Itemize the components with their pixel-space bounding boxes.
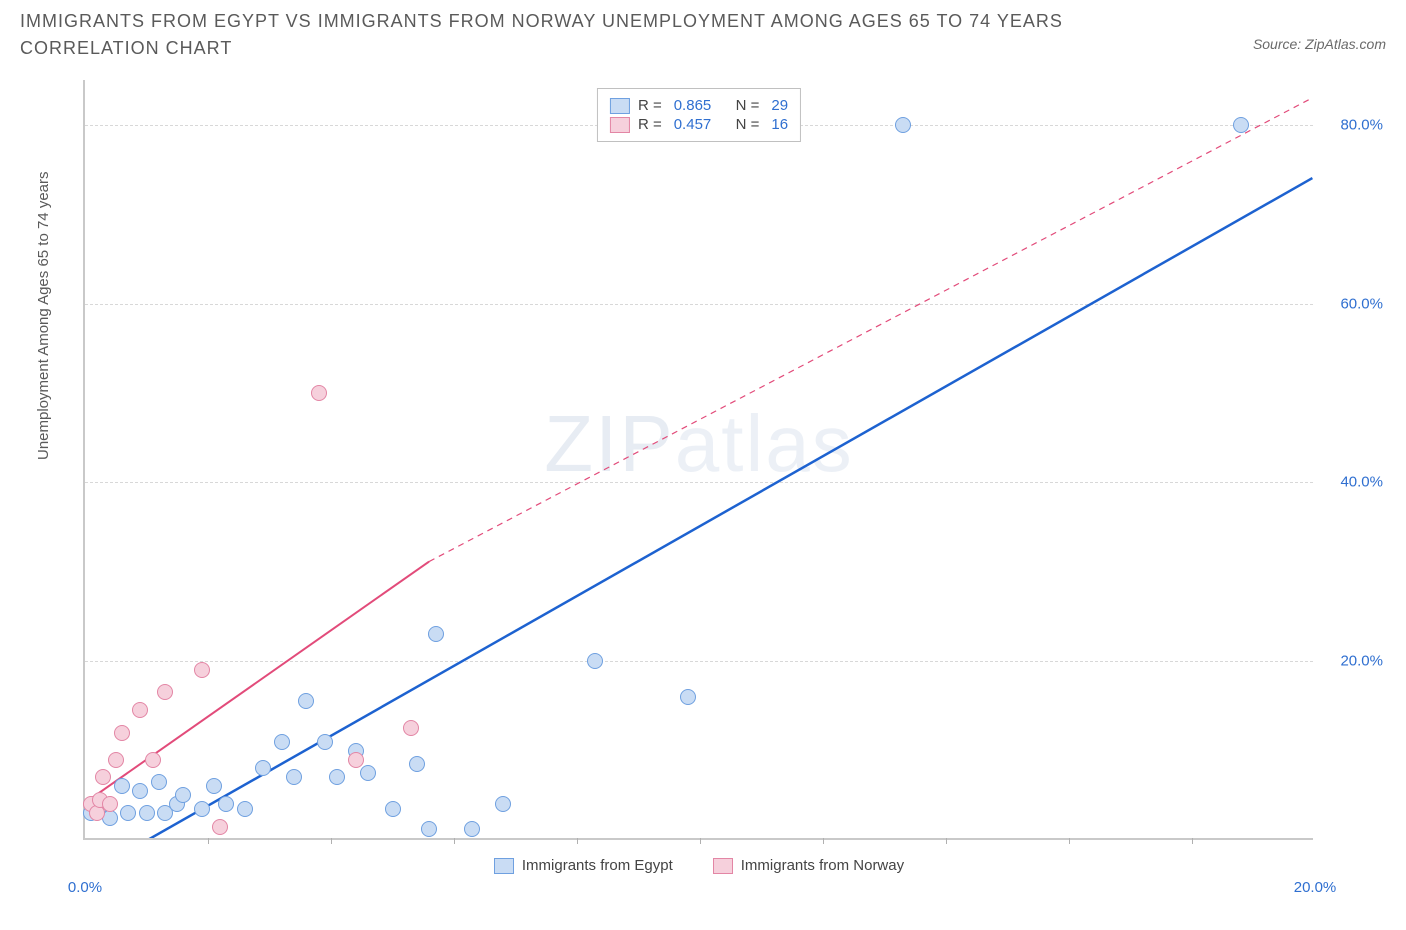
plot-container: Unemployment Among Ages 65 to 74 years Z… — [55, 80, 1385, 870]
xtick-minor — [823, 838, 824, 844]
swatch-egypt — [610, 98, 630, 114]
r-value-norway: 0.457 — [674, 116, 712, 133]
series-label-egypt: Immigrants from Egypt — [522, 857, 673, 874]
scatter-point — [157, 684, 173, 700]
scatter-point — [680, 689, 696, 705]
swatch-norway — [713, 858, 733, 874]
legend-item-egypt: Immigrants from Egypt — [494, 857, 673, 874]
r-value-egypt: 0.865 — [674, 97, 712, 114]
scatter-point — [895, 117, 911, 133]
y-axis-label: Unemployment Among Ages 65 to 74 years — [35, 171, 52, 460]
legend-series: Immigrants from Egypt Immigrants from No… — [85, 857, 1313, 874]
scatter-point — [95, 769, 111, 785]
n-value-norway: 16 — [771, 116, 788, 133]
xtick-minor — [1192, 838, 1193, 844]
scatter-point — [409, 756, 425, 772]
scatter-point — [102, 796, 118, 812]
legend-stats-row-egypt: R = 0.865 N = 29 — [610, 97, 788, 114]
xtick-minor — [1069, 838, 1070, 844]
xtick-label: 0.0% — [68, 879, 102, 896]
scatter-point — [145, 752, 161, 768]
scatter-point — [329, 769, 345, 785]
scatter-point — [114, 778, 130, 794]
r-label: R = — [638, 116, 662, 133]
legend-stats: R = 0.865 N = 29 R = 0.457 N = 16 — [597, 88, 801, 142]
scatter-point — [298, 693, 314, 709]
scatter-point — [421, 821, 437, 837]
scatter-point — [194, 801, 210, 817]
scatter-point — [120, 805, 136, 821]
scatter-point — [587, 653, 603, 669]
scatter-point — [1233, 117, 1249, 133]
scatter-point — [132, 702, 148, 718]
legend-stats-row-norway: R = 0.457 N = 16 — [610, 116, 788, 133]
scatter-point — [348, 752, 364, 768]
n-label: N = — [736, 116, 760, 133]
xtick-minor — [700, 838, 701, 844]
legend-item-norway: Immigrants from Norway — [713, 857, 904, 874]
ytick-label: 40.0% — [1340, 474, 1383, 491]
scatter-point — [317, 734, 333, 750]
plot-area: ZIPatlas R = 0.865 N = 29 R = 0.457 N = … — [83, 80, 1313, 840]
ytick-label: 60.0% — [1340, 295, 1383, 312]
n-label: N = — [736, 97, 760, 114]
scatter-point — [212, 819, 228, 835]
chart-title: IMMIGRANTS FROM EGYPT VS IMMIGRANTS FROM… — [20, 8, 1120, 62]
scatter-point — [403, 720, 419, 736]
scatter-point — [360, 765, 376, 781]
r-label: R = — [638, 97, 662, 114]
scatter-point — [385, 801, 401, 817]
xtick-minor — [331, 838, 332, 844]
xtick-label: 20.0% — [1294, 879, 1337, 896]
scatter-point — [274, 734, 290, 750]
scatter-point — [495, 796, 511, 812]
scatter-point — [286, 769, 302, 785]
n-value-egypt: 29 — [771, 97, 788, 114]
scatter-point — [311, 385, 327, 401]
scatter-point — [428, 626, 444, 642]
scatter-point — [139, 805, 155, 821]
swatch-egypt — [494, 858, 514, 874]
scatter-point — [175, 787, 191, 803]
scatter-point — [218, 796, 234, 812]
swatch-norway — [610, 117, 630, 133]
scatter-point — [194, 662, 210, 678]
scatter-point — [255, 760, 271, 776]
scatter-point — [114, 725, 130, 741]
scatter-point — [206, 778, 222, 794]
xtick-minor — [946, 838, 947, 844]
series-label-norway: Immigrants from Norway — [741, 857, 904, 874]
scatter-points-layer — [85, 80, 1313, 838]
ytick-label: 80.0% — [1340, 116, 1383, 133]
xtick-minor — [208, 838, 209, 844]
scatter-point — [237, 801, 253, 817]
scatter-point — [108, 752, 124, 768]
xtick-minor — [454, 838, 455, 844]
scatter-point — [464, 821, 480, 837]
scatter-point — [151, 774, 167, 790]
source-attribution: Source: ZipAtlas.com — [1253, 36, 1386, 52]
xtick-minor — [577, 838, 578, 844]
ytick-label: 20.0% — [1340, 653, 1383, 670]
scatter-point — [132, 783, 148, 799]
